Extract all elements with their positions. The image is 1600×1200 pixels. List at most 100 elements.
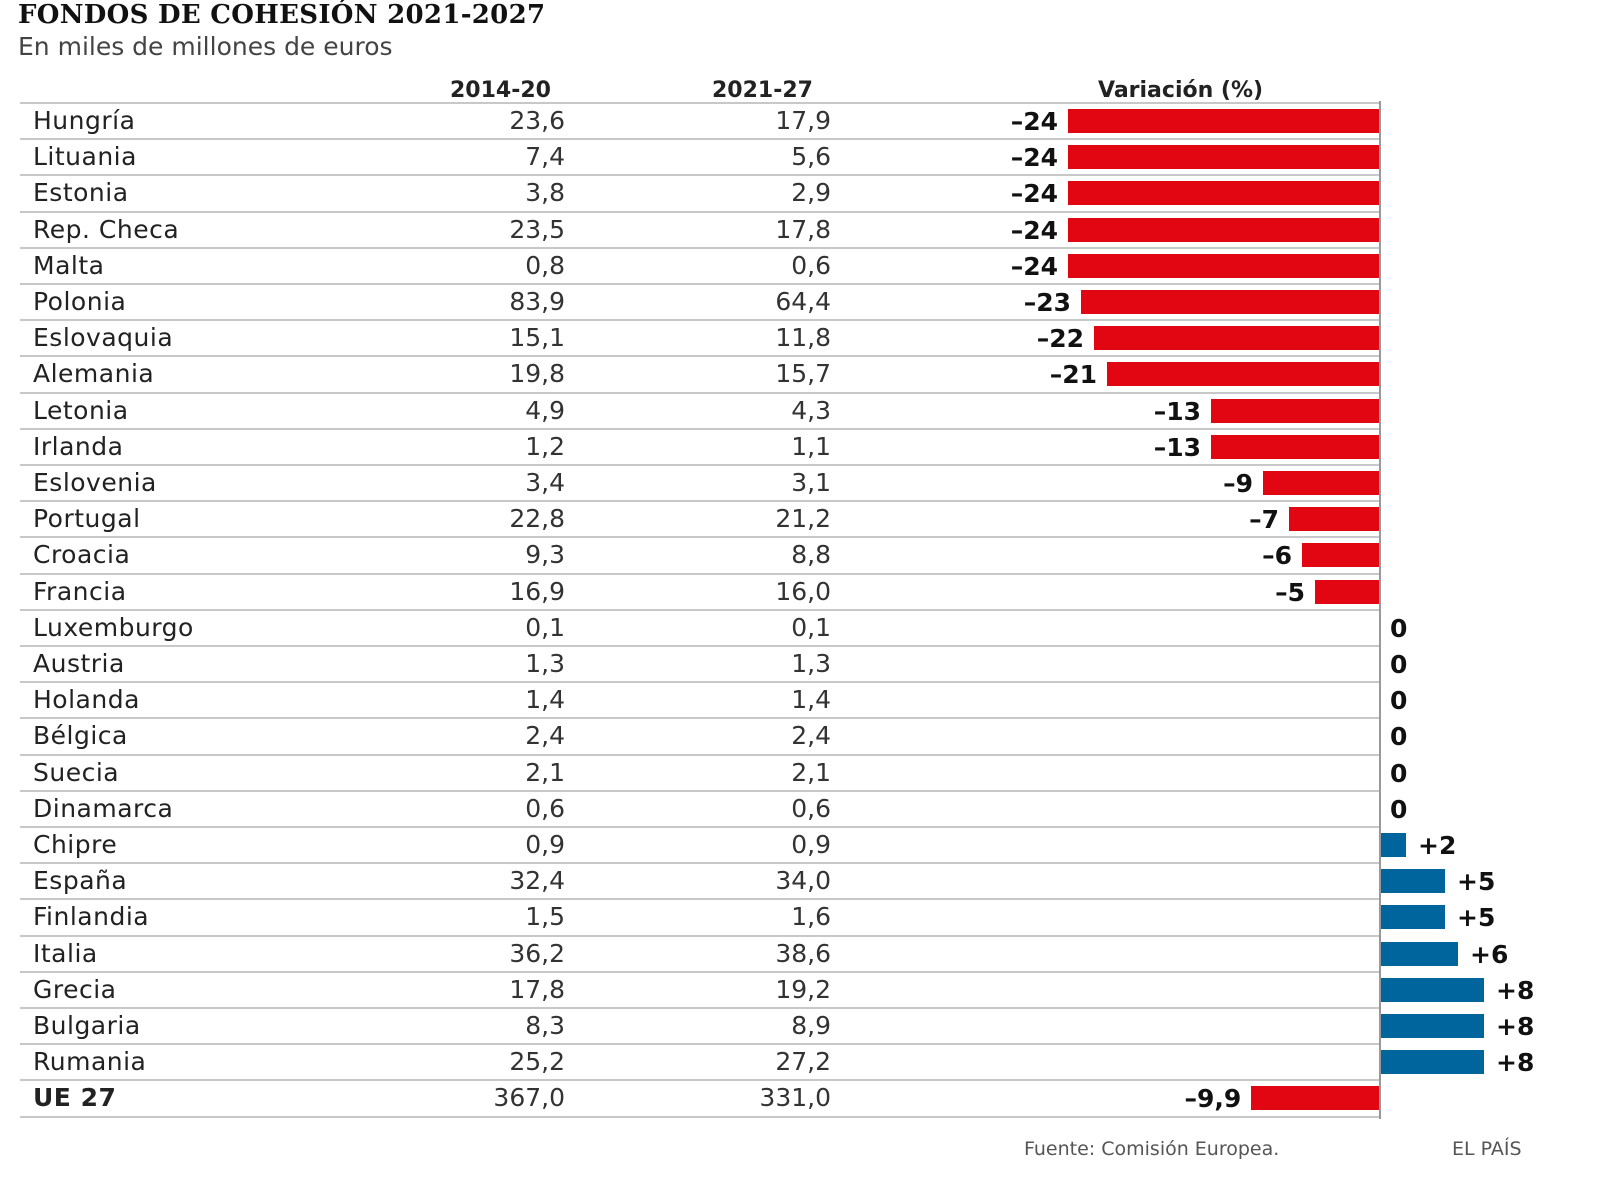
variation-bar bbox=[1068, 217, 1380, 242]
value-2014-20: 15,1 bbox=[509, 323, 565, 353]
variation-label: 0 bbox=[1390, 686, 1408, 716]
value-2014-20: 17,8 bbox=[509, 974, 565, 1004]
variation-label: –9 bbox=[1223, 469, 1253, 498]
value-2014-20: 83,9 bbox=[509, 287, 565, 316]
value-2021-27: 331,0 bbox=[759, 1083, 831, 1113]
value-2014-20: 1,5 bbox=[525, 902, 565, 932]
value-2014-20: 8,3 bbox=[525, 1011, 565, 1040]
variation-label: +5 bbox=[1457, 903, 1496, 933]
value-2014-20: 36,2 bbox=[509, 938, 565, 968]
value-2014-20: 22,8 bbox=[509, 504, 565, 534]
variation-label: 0 bbox=[1390, 722, 1408, 752]
table-row: Letonia 4,9 4,3 bbox=[20, 391, 1380, 430]
value-2021-27: 34,0 bbox=[775, 866, 831, 896]
country-name: Estonia bbox=[33, 178, 129, 208]
variation-bar bbox=[1380, 977, 1484, 1002]
variation-bar bbox=[1315, 579, 1380, 604]
value-2014-20: 23,6 bbox=[509, 106, 565, 135]
country-name: Rumania bbox=[33, 1047, 147, 1077]
table-row: Austria 1,3 1,3 bbox=[20, 645, 1380, 683]
variation-bar bbox=[1380, 1014, 1484, 1038]
variation-label: –24 bbox=[1010, 215, 1058, 245]
chart-subtitle: En miles de millones de euros bbox=[18, 32, 393, 61]
variation-label: 0 bbox=[1390, 794, 1408, 824]
variation-label: +2 bbox=[1418, 831, 1457, 860]
value-2021-27: 3,1 bbox=[791, 468, 831, 497]
country-name: Dinamarca bbox=[33, 793, 174, 823]
country-name: Suecia bbox=[33, 757, 120, 787]
table-row: Hungría 23,6 17,9 bbox=[20, 102, 1380, 140]
variation-label: +5 bbox=[1457, 867, 1496, 897]
table-row: Eslovenia 3,4 3,1 bbox=[20, 464, 1380, 502]
variation-bar bbox=[1068, 181, 1380, 206]
value-2014-20: 3,8 bbox=[525, 178, 565, 208]
value-2014-20: 9,3 bbox=[525, 540, 565, 570]
value-2014-20: 0,1 bbox=[525, 612, 565, 642]
variation-label: +8 bbox=[1496, 1012, 1535, 1041]
variation-bar bbox=[1068, 145, 1380, 170]
variation-bar bbox=[1068, 253, 1380, 278]
source-note: Fuente: Comisión Europea. bbox=[1024, 1138, 1280, 1160]
country-name: Lituania bbox=[33, 142, 137, 172]
value-2021-27: 64,4 bbox=[775, 287, 831, 316]
value-2014-20: 0,6 bbox=[525, 793, 565, 823]
value-2014-20: 23,5 bbox=[509, 214, 565, 244]
variation-bar bbox=[1380, 905, 1445, 930]
variation-label: –13 bbox=[1153, 396, 1201, 426]
country-name: Finlandia bbox=[33, 902, 150, 932]
variation-bar bbox=[1081, 290, 1380, 314]
table-row: Rep. Checa 23,5 17,8 bbox=[20, 210, 1380, 249]
variation-bar bbox=[1211, 398, 1380, 423]
value-2021-27: 1,4 bbox=[791, 685, 831, 715]
variation-label: –23 bbox=[1023, 288, 1071, 317]
variation-bar bbox=[1380, 869, 1445, 894]
variation-label: –24 bbox=[1010, 251, 1058, 281]
variation-bar bbox=[1263, 471, 1380, 495]
variation-bar bbox=[1380, 1050, 1484, 1075]
variation-label: –21 bbox=[1049, 360, 1097, 390]
country-name: Chipre bbox=[33, 830, 118, 859]
variation-label: –9,9 bbox=[1184, 1084, 1242, 1114]
variation-label: –6 bbox=[1262, 541, 1292, 571]
country-name: Letonia bbox=[33, 395, 129, 425]
table-row: Rumania 25,2 27,2 bbox=[20, 1043, 1380, 1081]
table-row: Alemania 19,8 15,7 bbox=[20, 355, 1380, 393]
table-row: Suecia 2,1 2,1 bbox=[20, 753, 1380, 792]
variation-label: +8 bbox=[1496, 1048, 1535, 1078]
table-row: Dinamarca 0,6 0,6 bbox=[20, 789, 1380, 828]
column-header-2014-20: 2014-20 bbox=[450, 78, 551, 103]
table-row: Italia 36,2 38,6 bbox=[20, 934, 1380, 973]
value-2014-20: 2,1 bbox=[525, 757, 565, 787]
variation-label: 0 bbox=[1390, 613, 1408, 643]
variation-label: –24 bbox=[1010, 107, 1058, 136]
variation-label: –22 bbox=[1036, 324, 1084, 354]
value-2014-20: 32,4 bbox=[509, 866, 565, 896]
value-2014-20: 0,9 bbox=[525, 830, 565, 859]
value-2021-27: 1,1 bbox=[791, 431, 831, 461]
value-2014-20: 0,8 bbox=[525, 250, 565, 280]
variation-label: +8 bbox=[1496, 975, 1535, 1005]
value-2014-20: 19,8 bbox=[509, 359, 565, 389]
variation-label: –5 bbox=[1275, 577, 1305, 607]
table-row: Grecia 17,8 19,2 bbox=[20, 970, 1380, 1009]
table-row: Croacia 9,3 8,8 bbox=[20, 536, 1380, 574]
variation-bar bbox=[1094, 326, 1380, 351]
value-2014-20: 7,4 bbox=[525, 142, 565, 172]
value-2021-27: 8,9 bbox=[791, 1011, 831, 1040]
country-name: Bélgica bbox=[33, 721, 128, 751]
country-name: Malta bbox=[33, 250, 105, 280]
country-name: Austria bbox=[33, 649, 125, 678]
value-2021-27: 17,8 bbox=[775, 214, 831, 244]
value-2014-20: 1,2 bbox=[525, 431, 565, 461]
value-2021-27: 21,2 bbox=[775, 504, 831, 534]
table-row: Francia 16,9 16,0 bbox=[20, 572, 1380, 611]
variation-bar bbox=[1107, 362, 1380, 387]
variation-bar bbox=[1289, 507, 1380, 532]
table-row: Bulgaria 8,3 8,9 bbox=[20, 1007, 1380, 1045]
table-row: Malta 0,8 0,6 bbox=[20, 246, 1380, 285]
variation-bar bbox=[1380, 833, 1406, 857]
brand-label: EL PAÍS bbox=[1452, 1138, 1522, 1160]
country-name: Italia bbox=[33, 938, 98, 968]
value-2021-27: 8,8 bbox=[791, 540, 831, 570]
value-2021-27: 27,2 bbox=[775, 1047, 831, 1077]
